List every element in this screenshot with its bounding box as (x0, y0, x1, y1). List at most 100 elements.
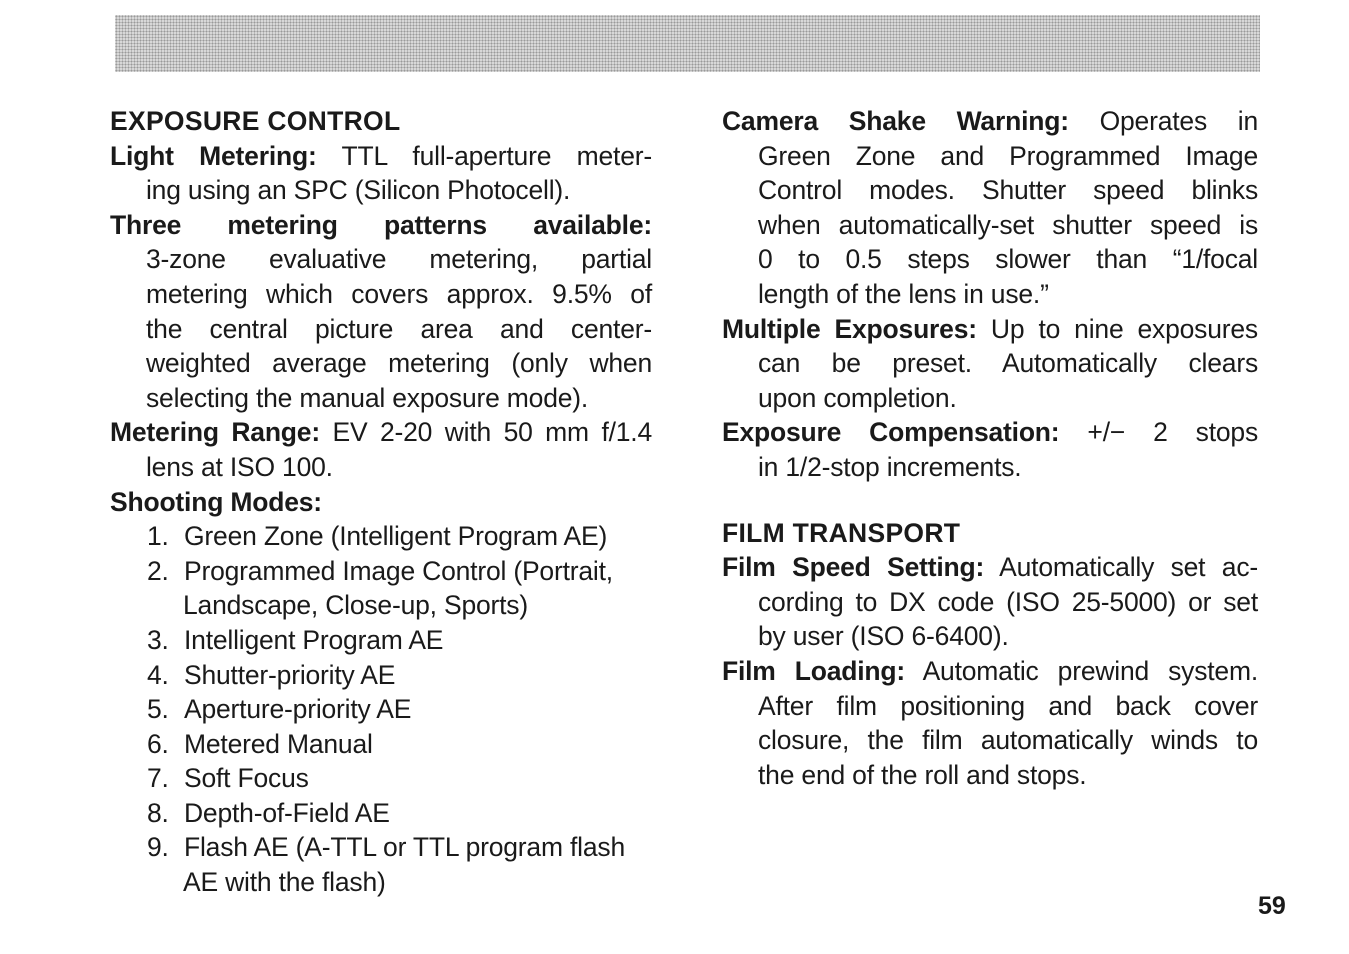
spec-line: length of the lens in use.” (722, 277, 1258, 312)
left-column: EXPOSURE CONTROL Light Metering: TTL full… (110, 104, 652, 900)
spec-text: metering which covers approx. 9.5% of (146, 278, 652, 309)
spec-line: Light Metering: TTL full-aperture meter- (110, 139, 652, 174)
spec-line: Film Speed Setting: Automatically set ac… (722, 550, 1258, 585)
spec-term: Shooting Modes: (110, 486, 322, 517)
list-number: 9. (147, 832, 169, 863)
list-item: 6. Metered Manual (110, 727, 652, 762)
spec-line: Film Loading: Automatic prewind system. (722, 654, 1258, 689)
spec-line: Exposure Compensation: +/− 2 stops (722, 415, 1258, 450)
spec-term: Metering Range: (110, 417, 320, 448)
spec-line: Multiple Exposures: Up to nine exposures (722, 312, 1258, 347)
spec-term: Exposure Compensation: (722, 417, 1060, 448)
spec-line: Green Zone and Programmed Image (722, 139, 1258, 174)
spec-text: the central picture area and center- (146, 313, 652, 344)
spec-text: weighted average metering (only when (146, 348, 652, 379)
spec-line: Metering Range: EV 2-20 with 50 mm f/1.4 (110, 415, 652, 450)
spec-text: +/− 2 stops (1087, 417, 1258, 448)
right-column: Camera Shake Warning: Operates in Green Z… (722, 104, 1258, 792)
spec-term: Film Loading: (722, 655, 905, 686)
spec-text: Operates in (1099, 106, 1259, 136)
list-text: Aperture-priority AE (184, 694, 412, 725)
spec-term: Light Metering: (110, 140, 317, 171)
spec-text: 3-zone evaluative metering, partial (146, 244, 652, 275)
spec-text: EV 2-20 with 50 mm f/1.4 (332, 417, 653, 448)
list-item: 3. Intelligent Program AE (110, 623, 652, 658)
list-text: Depth-of-Field AE (184, 797, 390, 828)
spec-line: the end of the roll and stops. (722, 758, 1258, 793)
list-number: 6. (147, 728, 169, 759)
spec-term: Three metering patterns available: (110, 209, 652, 240)
list-number: 5. (147, 694, 169, 725)
list-number: 4. (147, 659, 169, 690)
list-item: 5. Aperture-priority AE (110, 692, 652, 727)
spec-text: 0 to 0.5 steps slower than “1/focal (758, 244, 1258, 275)
spec-text: selecting the manual exposure mode). (146, 382, 589, 413)
list-text: Intelligent Program AE (184, 624, 444, 655)
spec-line: by user (ISO 6-6400). (722, 619, 1258, 654)
spec-line: in 1/2-stop increments. (722, 450, 1258, 485)
spec-text: Automatically set ac- (999, 552, 1258, 583)
list-text: Flash AE (A-TTL or TTL program flash (184, 832, 625, 863)
spec-text: by user (ISO 6-6400). (758, 621, 1009, 652)
list-text: Metered Manual (184, 728, 373, 759)
list-text: Landscape, Close-up, Sports) (183, 590, 528, 621)
spec-text: TTL full-aperture meter- (341, 140, 653, 171)
list-number: 2. (147, 555, 169, 586)
spec-line: Camera Shake Warning: Operates in (722, 104, 1258, 139)
header-band (115, 15, 1260, 72)
spec-text: Green Zone and Programmed Image (758, 140, 1258, 171)
spec-text: Up to nine exposures (990, 313, 1258, 344)
list-text: Soft Focus (184, 763, 309, 794)
spec-line: Three metering patterns available: (110, 208, 652, 243)
spec-line: closure, the film automatically winds to (722, 723, 1258, 758)
spec-line: upon completion. (722, 381, 1258, 416)
list-number: 1. (147, 521, 169, 552)
spec-term: Multiple Exposures: (722, 313, 977, 344)
spec-line: metering which covers approx. 9.5% of (110, 277, 652, 312)
section-heading: FILM TRANSPORT (722, 517, 961, 548)
spec-line: can be preset. Automatically clears (722, 346, 1258, 381)
spacer (722, 485, 1258, 516)
spec-line: ing using an SPC (Silicon Photocell). (110, 173, 652, 208)
list-item: Landscape, Close-up, Sports) (110, 588, 652, 623)
list-text: Programmed Image Control (Portrait, (184, 555, 613, 586)
list-number: 7. (147, 763, 169, 794)
spec-line: selecting the manual exposure mode). (110, 381, 652, 416)
spec-text: ing using an SPC (Silicon Photocell). (146, 175, 571, 206)
list-text: AE with the flash) (183, 867, 386, 898)
spec-text: the end of the roll and stops. (758, 759, 1087, 790)
spec-line: 3-zone evaluative metering, partial (110, 242, 652, 277)
spec-term: Film Speed Setting: (722, 552, 985, 583)
list-item: 8. Depth-of-Field AE (110, 796, 652, 831)
spec-line: when automatically-set shutter speed is (722, 208, 1258, 243)
spec-line: Shooting Modes: (110, 485, 652, 520)
spec-line: After film positioning and back cover (722, 689, 1258, 724)
spec-text: upon completion. (758, 382, 957, 413)
section-heading: EXPOSURE CONTROL (110, 106, 401, 136)
list-text: Shutter-priority AE (184, 659, 396, 690)
list-item: 9. Flash AE (A-TTL or TTL program flash (110, 830, 652, 865)
spec-line: 0 to 0.5 steps slower than “1/focal (722, 242, 1258, 277)
page-number: 59 (1258, 892, 1286, 920)
spec-text: closure, the film automatically winds to (758, 725, 1258, 756)
spec-line: lens at ISO 100. (110, 450, 652, 485)
spec-text: can be preset. Automatically clears (758, 348, 1258, 379)
list-item: 2. Programmed Image Control (Portrait, (110, 554, 652, 589)
list-item: 1. Green Zone (Intelligent Program AE) (110, 519, 652, 554)
spec-term: Camera Shake Warning: (722, 106, 1069, 136)
spec-line: weighted average metering (only when (110, 346, 652, 381)
list-item: 7. Soft Focus (110, 761, 652, 796)
spec-text: Control modes. Shutter speed blinks (758, 175, 1258, 206)
spec-text: lens at ISO 100. (146, 451, 333, 482)
spec-text: in 1/2-stop increments. (758, 451, 1022, 482)
spec-line: the central picture area and center- (110, 312, 652, 347)
spec-text: After film positioning and back cover (758, 690, 1258, 721)
spec-line: cording to DX code (ISO 25-5000) or set (722, 585, 1258, 620)
list-number: 8. (147, 797, 169, 828)
list-item: AE with the flash) (110, 865, 652, 900)
list-item: 4. Shutter-priority AE (110, 658, 652, 693)
spec-line: Control modes. Shutter speed blinks (722, 173, 1258, 208)
spec-text: Automatic prewind system. (922, 655, 1259, 686)
spec-text: cording to DX code (ISO 25-5000) or set (758, 586, 1258, 617)
list-text: Green Zone (Intelligent Program AE) (184, 521, 608, 552)
